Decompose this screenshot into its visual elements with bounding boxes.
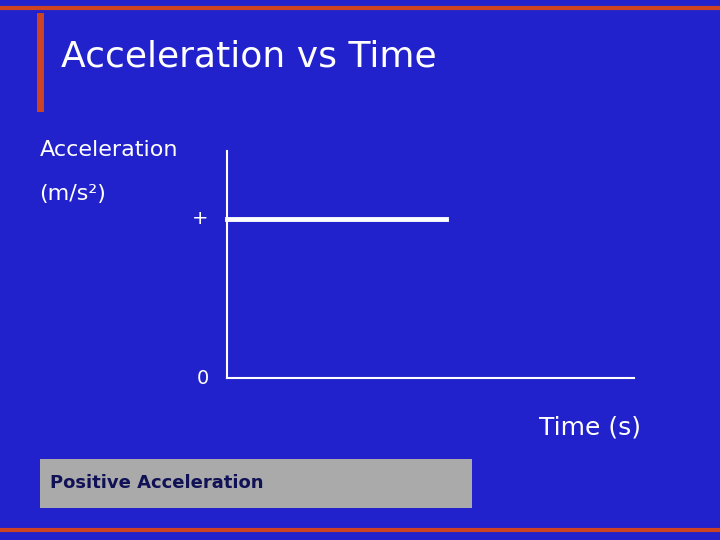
Text: Acceleration vs Time: Acceleration vs Time [61,40,437,73]
Text: Acceleration: Acceleration [40,140,178,160]
FancyBboxPatch shape [40,459,472,508]
Text: Time (s): Time (s) [539,416,641,440]
Text: +: + [192,209,209,228]
Text: Positive Acceleration: Positive Acceleration [50,474,264,492]
Text: (m/s²): (m/s²) [40,184,107,204]
Text: 0: 0 [197,368,209,388]
